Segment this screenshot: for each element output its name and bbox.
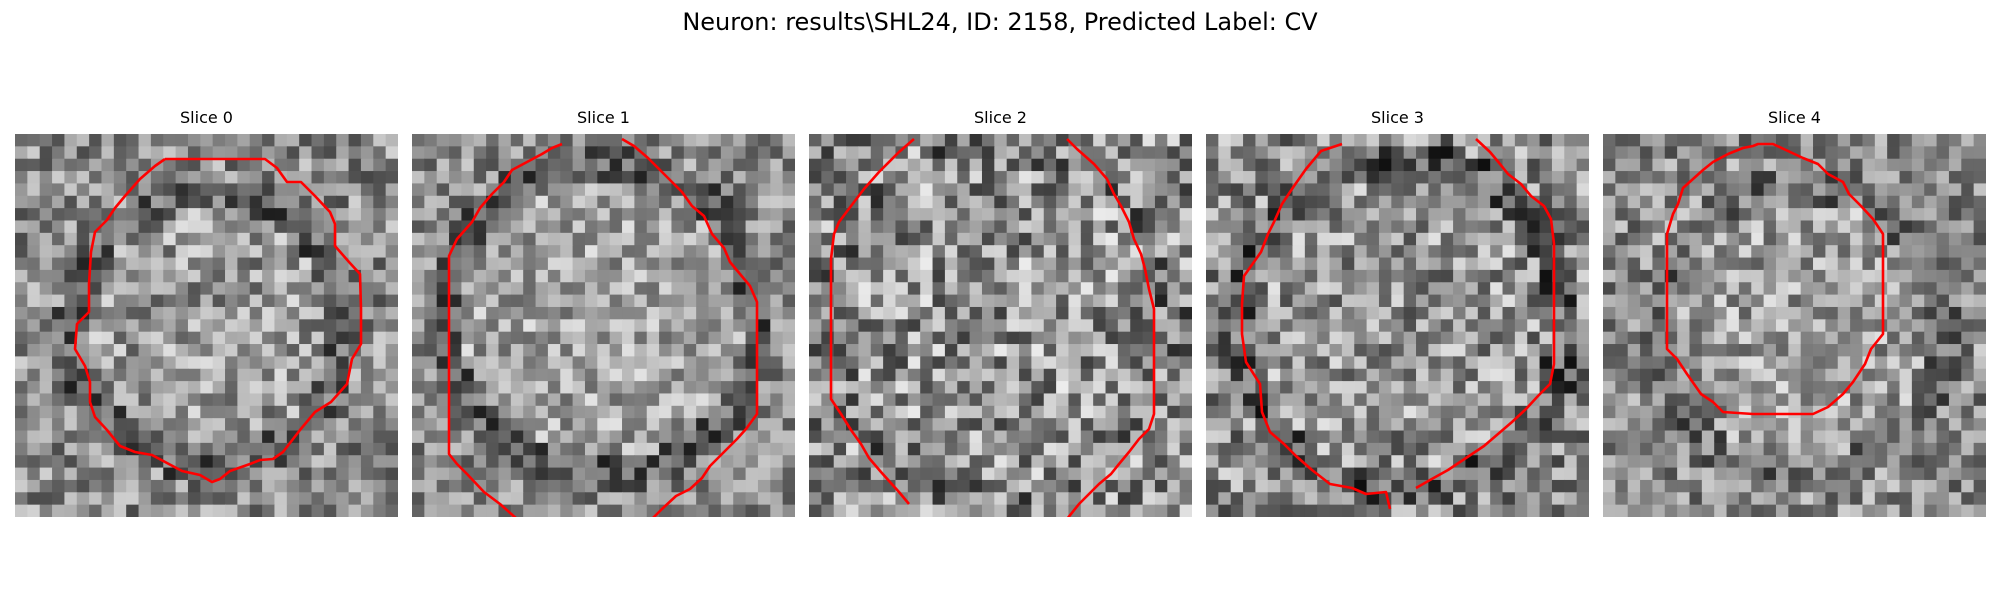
slice-title-3: Slice 3 [1371,108,1424,127]
pixel-grid [15,134,398,517]
slice-2-microscopy [809,134,1192,517]
slice-image-4 [1603,134,1986,517]
pixel-grid [1603,134,1986,517]
slice-0-microscopy [15,134,398,517]
contour-outline [1066,138,1156,517]
slice-panel-4: Slice 4 [1603,108,1986,518]
contour-outline [829,138,915,505]
slice-1-microscopy [412,134,795,517]
slice-title-4: Slice 4 [1768,108,1821,127]
contour-outline [73,157,363,484]
slice-image-3 [1206,134,1589,517]
slice-title-1: Slice 1 [577,108,630,127]
figure-title: Neuron: results\SHL24, ID: 2158, Predict… [682,8,1318,36]
contour-outline [1665,142,1885,416]
slice-image-2 [809,134,1192,517]
pixel-grid [1206,134,1589,517]
contour-outline [621,137,759,517]
pixel-grid [412,134,795,517]
contour-outline [447,142,563,517]
contour-outline [1240,142,1392,510]
contour-outline [1415,138,1556,490]
slice-3-microscopy [1206,134,1589,517]
slice-title-0: Slice 0 [180,108,233,127]
slice-panel-1: Slice 1 [412,108,795,518]
slice-panel-2: Slice 2 [809,108,1192,518]
slice-image-0 [15,134,398,517]
slice-image-1 [412,134,795,517]
slice-panel-0: Slice 0 [15,108,398,518]
slice-4-microscopy [1603,134,1986,517]
slice-panel-3: Slice 3 [1206,108,1589,518]
slice-title-2: Slice 2 [974,108,1027,127]
pixel-grid [809,134,1192,517]
